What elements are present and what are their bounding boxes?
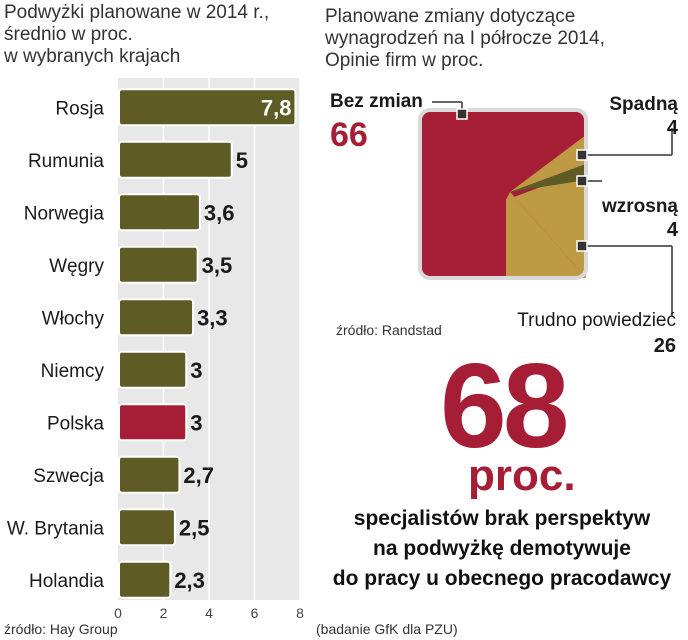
marker-wzrosna bbox=[576, 175, 588, 187]
bar-norwegia bbox=[118, 193, 201, 232]
category-label: Rosja bbox=[55, 98, 104, 119]
category-label: Węgry bbox=[49, 256, 104, 277]
value-label: 2,3 bbox=[174, 568, 205, 593]
left-source: źródło: Hay Group bbox=[4, 621, 118, 637]
value-label: 2,7 bbox=[183, 463, 214, 488]
callout-line-1: specjalistów brak perspektyw bbox=[353, 507, 651, 530]
value-label: 7,8 bbox=[261, 95, 292, 120]
x-tick-label: 2 bbox=[160, 605, 168, 621]
value-trudno-powiedziec: 26 bbox=[654, 335, 676, 357]
value-spadna: 4 bbox=[667, 117, 679, 139]
value-label: 5 bbox=[236, 148, 248, 173]
callout-source: (badanie GfK dla PZU) bbox=[316, 621, 458, 637]
callout-value: 68 bbox=[440, 339, 569, 473]
value-label: 3,6 bbox=[204, 200, 235, 225]
bar-niemcy bbox=[118, 350, 188, 389]
bar-polska bbox=[118, 403, 188, 442]
value-label: 3,5 bbox=[202, 253, 233, 278]
right-chart-title: Planowane zmiany dotyczące wynagrodzeń n… bbox=[325, 6, 605, 72]
callout-unit: proc. bbox=[468, 451, 576, 500]
left-title-line-1: Podwyżki planowane w 2014 r., bbox=[4, 2, 270, 23]
category-label: Holandia bbox=[29, 571, 104, 592]
bar-rumunia bbox=[118, 140, 233, 179]
bar-wgry bbox=[118, 245, 199, 284]
raises-bar-chart: 0 2 4 6 8 Rosja 7,8 Rumunia 5 Norwegia 3,6 Węgry 3,5… bbox=[7, 78, 304, 621]
callout-statement: specjalistów brak perspektyw na podwyżkę… bbox=[318, 504, 686, 594]
x-tick-label: 8 bbox=[296, 605, 304, 621]
value-label: 3,3 bbox=[197, 305, 228, 330]
right-title-line-1: Planowane zmiany dotyczące bbox=[325, 6, 576, 27]
left-title-line-3: w wybranych krajach bbox=[4, 46, 181, 67]
x-tick-label: 6 bbox=[251, 605, 259, 621]
value-bez-zmian: 66 bbox=[330, 116, 368, 154]
label-trudno-powiedziec: Trudno powiedzieć bbox=[517, 310, 676, 331]
category-label: Niemcy bbox=[41, 361, 105, 382]
value-wzrosna: 4 bbox=[667, 219, 679, 241]
x-tick-label: 0 bbox=[114, 605, 122, 621]
right-title-line-3: Opinie firm w proc. bbox=[325, 50, 484, 71]
category-label: Włochy bbox=[42, 308, 105, 329]
bar-szwecja bbox=[118, 455, 181, 494]
category-label: Norwegia bbox=[24, 203, 105, 224]
label-bez-zmian: Bez zmian bbox=[330, 91, 423, 112]
marker-trudno bbox=[576, 240, 588, 252]
slice-trudno-powiedziec bbox=[506, 192, 586, 278]
bar-holandia bbox=[118, 560, 172, 599]
slice-spadna bbox=[510, 135, 586, 192]
label-wzrosna: wzrosną bbox=[601, 196, 678, 217]
slice-trudno-fill bbox=[506, 170, 586, 278]
marker-bez-zmian bbox=[456, 108, 468, 120]
bar-wochy bbox=[118, 298, 195, 337]
pie-frame bbox=[418, 108, 588, 280]
category-label: W. Brytania bbox=[7, 518, 105, 539]
label-spadna: Spadną bbox=[609, 94, 678, 115]
callout-line-2: na podwyżkę demotywuje bbox=[373, 537, 631, 560]
value-label: 3 bbox=[190, 358, 202, 383]
category-label: Polska bbox=[47, 413, 104, 434]
left-title-line-2: średnio w proc. bbox=[4, 24, 133, 45]
bar-rosja bbox=[118, 88, 297, 127]
category-label: Szwecja bbox=[33, 466, 104, 487]
slice-wzrosna bbox=[510, 164, 586, 192]
marker-spadna bbox=[576, 149, 588, 161]
left-chart-title: Podwyżki planowane w 2014 r., średnio w … bbox=[4, 2, 269, 68]
right-title-line-2: wynagrodzeń na I półrocze 2014, bbox=[325, 28, 605, 49]
category-label: Rumunia bbox=[28, 151, 104, 172]
right-source: źródło: Randstad bbox=[336, 322, 442, 338]
value-label: 2,5 bbox=[179, 515, 210, 540]
callout-line-3: do pracy u obecnego pracodawcy bbox=[332, 567, 672, 590]
bar-wbrytania bbox=[118, 508, 176, 547]
x-tick-label: 4 bbox=[205, 605, 213, 621]
value-label: 3 bbox=[190, 410, 202, 435]
